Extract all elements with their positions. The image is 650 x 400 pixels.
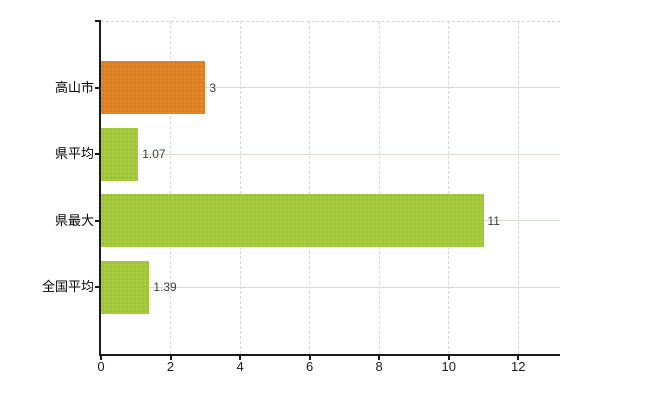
y-axis-tick: [95, 219, 101, 222]
vertical-gridline: [378, 21, 380, 354]
x-axis-tick: [308, 356, 311, 360]
value-label: 1.07: [142, 147, 166, 162]
plot-top-border: [101, 21, 560, 22]
value-label: 3: [209, 80, 216, 95]
vertical-gridline: [170, 21, 172, 354]
x-axis-tick-label: 8: [375, 359, 383, 374]
category-label: 高山市: [54, 79, 94, 95]
x-axis-line: [99, 354, 560, 356]
y-axis-tick: [95, 286, 101, 289]
y-axis-top-tick: [95, 20, 101, 22]
x-axis-tick: [447, 356, 450, 360]
x-axis-tick: [378, 356, 381, 360]
bar-県平均: [101, 127, 139, 181]
vertical-gridline: [239, 21, 241, 354]
y-axis-line: [99, 21, 101, 356]
vertical-gridline: [517, 21, 519, 354]
y-axis-tick: [95, 153, 101, 156]
vertical-gridline: [448, 21, 450, 354]
x-axis-tick-label: 12: [511, 359, 526, 374]
x-axis-tick-label: 0: [97, 359, 105, 374]
value-label: 1.39: [153, 280, 177, 295]
x-axis-tick: [517, 356, 520, 360]
x-axis-tick-label: 6: [306, 359, 314, 374]
x-axis-tick: [100, 356, 102, 360]
x-axis-tick-label: 4: [236, 359, 244, 374]
category-label: 県最大: [54, 212, 94, 228]
x-axis-tick-label: 10: [441, 359, 456, 374]
horizontal-gridline: [101, 87, 560, 89]
x-axis-tick-label: 2: [166, 359, 175, 374]
horizontal-gridline: [101, 153, 560, 155]
value-label: 11: [487, 213, 500, 228]
horizontal-gridline: [101, 286, 560, 288]
bar-県最大: [101, 194, 484, 248]
bar-全国平均: [101, 260, 150, 314]
y-axis-tick: [95, 86, 101, 89]
x-axis-tick: [239, 356, 242, 360]
x-axis-tick: [169, 356, 172, 360]
vertical-gridline: [309, 21, 311, 354]
category-label: 県平均: [54, 146, 94, 162]
plot-area: 3 1.07 11 1.39: [101, 21, 560, 354]
category-label: 全国平均: [41, 279, 94, 295]
bar-高山市: [101, 61, 206, 115]
